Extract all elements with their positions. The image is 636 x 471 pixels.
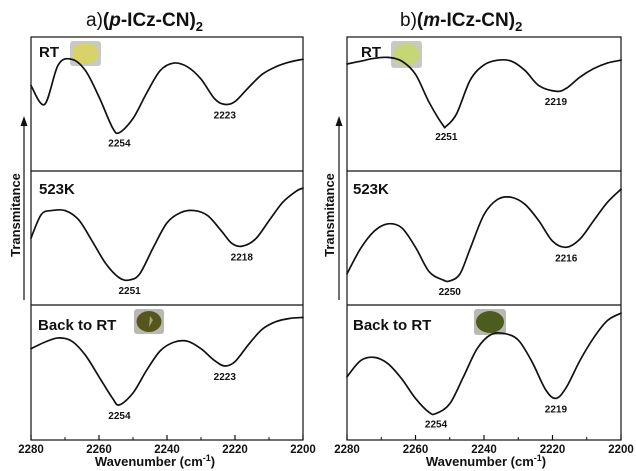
- panel-a-back-spectrum-line: [30, 316, 304, 406]
- panel-a-y-arrowhead: [20, 116, 28, 126]
- panel-a-back-peak-label: 2254: [108, 411, 131, 422]
- panel-a-x-axis-label-sup: -1: [203, 453, 211, 463]
- panel-a-condition-back: Back to RT: [38, 317, 116, 334]
- panel-a-letter: a): [86, 10, 103, 31]
- panel-b-rt-peak-label: 2219: [545, 97, 568, 108]
- panel-b-rt-spectrum-line: [346, 56, 622, 129]
- panel-a-x-axis-label-close: ): [211, 454, 215, 469]
- panel-a-523k-peak-label: 2218: [231, 252, 254, 263]
- panel-b-x-tick-label: 2280: [334, 444, 360, 456]
- panel-a-title-main: -ICz-CN): [121, 10, 196, 31]
- panel-b-rt-peak-label: 2251: [435, 132, 458, 143]
- panel-a-x-tick-label: 2280: [18, 444, 44, 456]
- panel-a-title-italic: p: [108, 10, 121, 31]
- panel-a-rt-peak-label: 2254: [108, 139, 131, 150]
- panel-b-x-tick-label: 2220: [540, 444, 566, 456]
- panel-b-title-main: -ICz-CN): [440, 10, 515, 31]
- panel-a-523k-spectrum-line: [30, 187, 304, 282]
- panel-a-back-sample-photo: [134, 309, 164, 334]
- panel-a-title: a)(p-ICz-CN)2: [86, 10, 203, 34]
- panel-a-title-prefix: (: [103, 10, 110, 31]
- panel-b-back-peak-label: 2219: [545, 404, 568, 415]
- panel-a-frame: [30, 36, 304, 441]
- panel-b-y-axis-label: Transmitance: [322, 173, 337, 257]
- panel-a-x-axis-label: Wavenumber (cm-1): [95, 453, 215, 469]
- panel-b-condition-523k: 523K: [353, 181, 389, 198]
- panel-a-x-axis-label-main: Wavenumber (cm: [95, 454, 203, 469]
- panel-a-condition-rt: RT: [39, 44, 59, 61]
- panel-a-x-tick-label: 2220: [222, 444, 248, 456]
- panel-a-523k-peak-label: 2251: [118, 286, 141, 297]
- panel-b-x-axis-label-close: ): [542, 454, 546, 469]
- panel-b-523k-peak-label: 2216: [555, 253, 578, 264]
- panel-a-rt-spectrum-line: [30, 57, 304, 135]
- panel-b-title: b)(m-ICz-CN)2: [400, 10, 522, 34]
- panel-b-x-tick-label: 2240: [471, 444, 497, 456]
- panel-b-x-axis-label-main: Wavenumber (cm: [426, 454, 534, 469]
- panel-a-back-peak-label: 2223: [214, 372, 237, 383]
- panel-b-523k-spectrum-line: [346, 188, 622, 283]
- panel-b-condition-back: Back to RT: [353, 317, 431, 334]
- panel-b-back-spectrum-line: [346, 312, 622, 416]
- panel-a-rt-peak-label: 2223: [214, 110, 237, 121]
- panel-b-letter: b): [400, 10, 417, 31]
- panel-a-condition-523k: 523K: [39, 181, 75, 198]
- panel-a-rt-sample-photo: [70, 41, 101, 66]
- panel-b-y-arrowhead: [335, 116, 343, 126]
- panel-b-condition-rt: RT: [361, 44, 381, 61]
- panel-a-x-tick-label: 2200: [290, 444, 316, 456]
- panel-b-back-peak-label: 2254: [425, 420, 448, 431]
- panel-b-x-tick-label: 2260: [403, 444, 429, 456]
- panel-a-x-tick-label: 2240: [154, 444, 180, 456]
- panel-b-title-prefix: (: [417, 10, 424, 31]
- panel-b-title-italic: m: [423, 10, 440, 31]
- panel-a-title-sub: 2: [196, 19, 203, 34]
- panel-b-523k-peak-label: 2250: [439, 287, 462, 298]
- panel-b-title-sub: 2: [515, 19, 522, 34]
- panel-b-x-axis-label: Wavenumber (cm-1): [426, 453, 546, 469]
- panel-a-x-tick-label: 2260: [86, 444, 112, 456]
- panel-b-x-axis-label-sup: -1: [534, 453, 542, 463]
- panel-a-y-axis-label: Transmitance: [8, 173, 23, 257]
- panel-b-back-sample-photo: [474, 309, 506, 335]
- panel-b-x-tick-label: 2200: [608, 444, 634, 456]
